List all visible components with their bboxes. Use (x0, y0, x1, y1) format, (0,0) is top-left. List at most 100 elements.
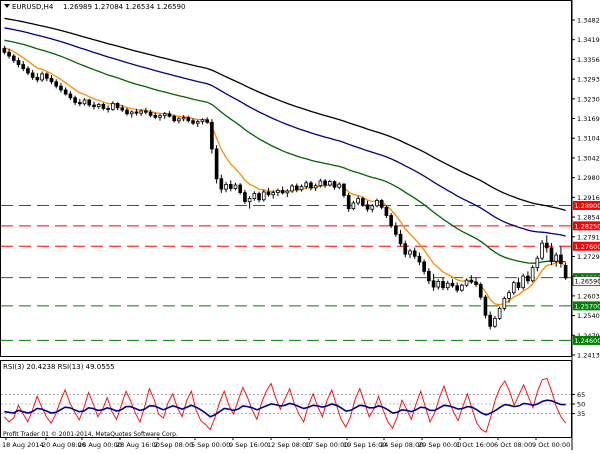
candle-body (314, 186, 317, 188)
candle-body (116, 103, 119, 107)
price-tick-label: 1.28540 (577, 214, 600, 222)
rsi-tick-label: 35 (577, 410, 585, 418)
candle-body (196, 122, 199, 124)
candle-body (522, 276, 525, 288)
candle-body (36, 77, 39, 80)
candle-body (121, 108, 124, 110)
candle-body (182, 118, 185, 119)
candle-body (432, 281, 435, 287)
rsi-header-label: RSI(3) 20.4238 RSI(13) 49.0555 (3, 363, 115, 371)
candle-body (277, 190, 280, 192)
candle-body (64, 90, 67, 94)
candle-body (361, 199, 364, 205)
candle-body (159, 116, 162, 118)
candle-body (470, 280, 473, 282)
candle-body (357, 199, 360, 203)
price-tick-label: 1.34190 (577, 36, 600, 44)
level-label: 1.24600 (575, 337, 600, 345)
level-label: 1.25700 (575, 302, 600, 310)
price-tick-label: 1.31040 (577, 135, 600, 143)
candle-body (177, 119, 180, 121)
candle-body (399, 234, 402, 243)
price-tick-label: 1.33565 (577, 56, 600, 64)
candle-body (526, 276, 529, 281)
candle-body (366, 205, 369, 209)
candle-body (27, 69, 30, 73)
symbol-label: EURUSD,H4 (12, 3, 54, 11)
candle-body (140, 111, 143, 113)
candle-body (163, 114, 166, 116)
time-tick-label: 24 Sep 08:00 (380, 441, 423, 449)
candle-body (305, 183, 308, 187)
candle-body (93, 105, 96, 107)
candle-body (17, 60, 20, 64)
candle-body (300, 187, 303, 190)
candle-body (347, 195, 350, 208)
candle-body (460, 285, 463, 290)
candle-body (210, 122, 213, 149)
candle-body (12, 56, 15, 60)
candle-body (442, 281, 445, 287)
time-tick-label: 18 Aug 2014 (2, 441, 44, 449)
candle-body (376, 200, 379, 205)
candle-body (328, 182, 331, 185)
candle-body (394, 226, 397, 234)
candle-body (173, 116, 176, 120)
candle-body (126, 110, 129, 114)
candle-body (97, 104, 100, 106)
candle-body (498, 308, 501, 318)
candle-body (3, 49, 6, 53)
rsi-tick-label: 50 (577, 401, 585, 409)
candle-body (107, 108, 110, 109)
candle-body (479, 285, 482, 298)
candle-body (493, 318, 496, 326)
candle-body (512, 283, 515, 293)
candle-body (69, 94, 72, 98)
candle-body (418, 256, 421, 262)
price-tick-label: 1.32930 (577, 76, 600, 84)
candle-body (262, 192, 265, 200)
candle-body (267, 192, 270, 195)
candle-body (536, 258, 539, 267)
candle-body (225, 184, 228, 189)
candle-body (220, 179, 223, 189)
candle-body (239, 185, 242, 193)
candle-body (168, 114, 171, 117)
price-tick-label: 1.30425 (577, 154, 600, 162)
time-tick-label: 29 Sep 00:00 (418, 441, 461, 449)
candle-body (41, 74, 44, 80)
candle-body (555, 255, 558, 261)
candle-body (243, 193, 246, 202)
candle-body (371, 206, 374, 209)
price-tick-label: 1.26035 (577, 292, 600, 300)
candle-body (343, 184, 346, 195)
candle-body (560, 255, 563, 263)
level-label: 1.28900 (575, 202, 600, 210)
candle-body (291, 186, 294, 191)
candle-body (60, 86, 63, 90)
candle-body (409, 251, 412, 254)
candle-body (451, 283, 454, 286)
current-price-label: 1.26590 (575, 277, 600, 285)
candle-body (206, 120, 209, 123)
candle-body (286, 191, 289, 193)
candle-body (50, 78, 53, 81)
candle-body (149, 112, 152, 115)
candle-body (385, 207, 388, 215)
candle-body (22, 65, 25, 69)
candle-body (8, 52, 11, 56)
candle-body (380, 200, 383, 207)
candle-body (83, 100, 86, 104)
time-tick-label: 9 Sep 16:00 (229, 441, 268, 449)
candle-body (281, 190, 284, 193)
candle-body (437, 281, 440, 287)
candle-body (413, 251, 416, 256)
candle-body (333, 182, 336, 188)
candle-body (248, 199, 251, 202)
candle-body (55, 82, 58, 86)
ohlc-label: 1.26989 1.27084 1.26534 1.26590 (63, 3, 185, 11)
candle-body (229, 184, 232, 188)
candle-body (88, 100, 91, 105)
time-tick-label: 2 Sep 08:00 (154, 441, 193, 449)
